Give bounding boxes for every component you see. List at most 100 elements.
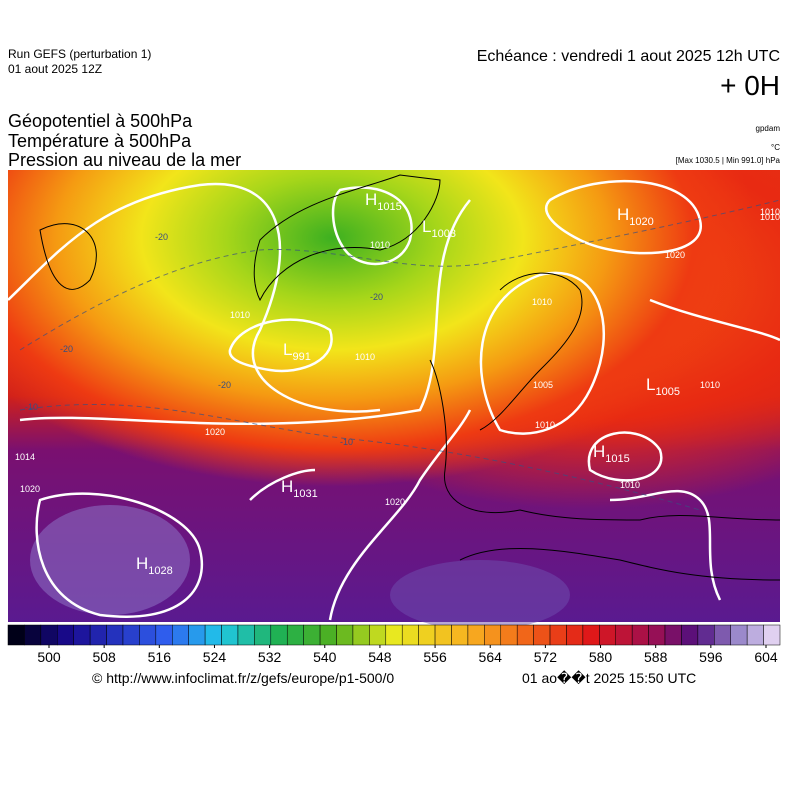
colorbar-swatch [369, 624, 387, 646]
colorbar-label: 564 [479, 649, 503, 665]
isobar-label: 1014 [15, 452, 35, 462]
colorbar-label: 548 [368, 649, 392, 665]
isobar-label: 1010 [760, 212, 780, 222]
isotherm-label: -20 [370, 292, 383, 302]
field-title: Géopotentiel à 500hPa [8, 111, 193, 131]
run-date: 01 aout 2025 12Z [8, 62, 102, 76]
colorbar-swatch [336, 624, 354, 646]
center-value: 991 [292, 351, 310, 363]
isobar-label: 1010 [532, 297, 552, 307]
colorbar-swatch [451, 624, 469, 646]
colorbar-swatch [106, 624, 124, 646]
colorbar-swatch [516, 624, 534, 646]
colorbar-swatch [697, 624, 715, 646]
isobar-label: 1010 [760, 207, 780, 217]
colorbar-swatch [319, 624, 337, 646]
colorbar-label: 532 [258, 649, 282, 665]
colorbar-swatch [434, 624, 452, 646]
center-value: 1028 [148, 565, 172, 577]
isobar-label: 1020 [385, 497, 405, 507]
isobar-label: 1020 [20, 484, 40, 494]
isotherm-label: -20 [60, 344, 73, 354]
colorbar-label: 604 [754, 649, 778, 665]
center-letter: H [617, 205, 629, 224]
pressure-center: L1003 [422, 217, 456, 240]
center-value: 1015 [605, 453, 629, 465]
colorbar-label: 588 [644, 649, 668, 665]
colorbar-label: 524 [203, 649, 227, 665]
center-letter: H [593, 442, 605, 461]
lead-time: + 0H [720, 70, 780, 101]
colorbar-swatch [631, 624, 649, 646]
colorbar-swatch [89, 624, 107, 646]
colorbar-swatch [237, 624, 255, 646]
colorbar-swatch [401, 624, 419, 646]
center-value: 1003 [431, 228, 455, 240]
colorbar-swatch [254, 624, 272, 646]
pressure-center: H1031 [281, 477, 318, 500]
isobar-label: 1010 [700, 380, 720, 390]
center-letter: L [283, 340, 292, 359]
generated-time: 01 ao��t 2025 15:50 UTC [522, 670, 696, 686]
pressure-center: H1028 [136, 554, 173, 577]
colorbar-label: 508 [92, 649, 116, 665]
colorbar-swatch [270, 624, 288, 646]
colorbar-swatch [566, 624, 584, 646]
colorbar-swatch [467, 624, 485, 646]
colorbar-swatch [385, 624, 403, 646]
colorbar-swatch [533, 624, 551, 646]
field-title: Température à 500hPa [8, 131, 192, 151]
center-value: 1015 [377, 201, 401, 213]
isotherm-label: -10 [340, 437, 353, 447]
colorbar-swatch [714, 624, 731, 646]
map-labels: H1015L1003H1020L991L1005H1015H1031H10281… [15, 190, 780, 577]
field-title: Pression au niveau de la mer [8, 150, 241, 170]
center-letter: L [646, 375, 655, 394]
unit: [Max 1030.5 | Min 991.0] hPa [676, 156, 781, 165]
isobar-label: 1010 [370, 240, 390, 250]
colorbar-swatch [730, 624, 748, 646]
colorbar-swatch [664, 624, 682, 646]
isobar-label: 1010 [620, 480, 640, 490]
colorbar-swatch [648, 624, 666, 646]
isobar-label: 1020 [665, 250, 685, 260]
colorbar-label: 580 [589, 649, 613, 665]
colorbar-swatch [352, 624, 370, 646]
colorbar-swatch [57, 624, 74, 646]
isotherm-label: -20 [155, 232, 168, 242]
colorbar-label: 556 [423, 649, 447, 665]
pressure-center: L1005 [646, 375, 680, 398]
colorbar-swatch [418, 624, 436, 646]
center-letter: H [365, 190, 377, 209]
run-label: Run GEFS (perturbation 1) [8, 47, 151, 61]
colorbar-swatch [615, 624, 633, 646]
pressure-center: H1020 [617, 205, 654, 228]
colorbar-swatch [204, 624, 222, 646]
colorbar-swatch [40, 624, 58, 646]
colorbar-swatch [746, 624, 764, 646]
isotherm-label: -10 [25, 402, 38, 412]
isobar-label: 1010 [230, 310, 250, 320]
colorbar-label: 596 [699, 649, 723, 665]
colorbar-swatch [172, 624, 189, 646]
pressure-center: H1015 [365, 190, 402, 213]
unit: °C [771, 143, 780, 152]
colorbar-label: 572 [534, 649, 558, 665]
colorbar-swatch [484, 624, 502, 646]
colorbar-swatch [582, 624, 600, 646]
colorbar-swatch [122, 624, 140, 646]
colorbar-swatch [681, 624, 699, 646]
colorbar-swatch [139, 624, 157, 646]
center-value: 1031 [293, 488, 317, 500]
isobar-label: 1020 [205, 427, 225, 437]
colorbar-swatch [549, 624, 567, 646]
center-letter: H [136, 554, 148, 573]
isotherm-label: -20 [218, 380, 231, 390]
colorbar-swatch [763, 624, 781, 646]
unit: gpdam [756, 124, 781, 133]
source-url: © http://www.infoclimat.fr/z/gefs/europe… [92, 670, 394, 686]
colorbar-swatch [188, 624, 206, 646]
pressure-center: H1015 [593, 442, 630, 465]
